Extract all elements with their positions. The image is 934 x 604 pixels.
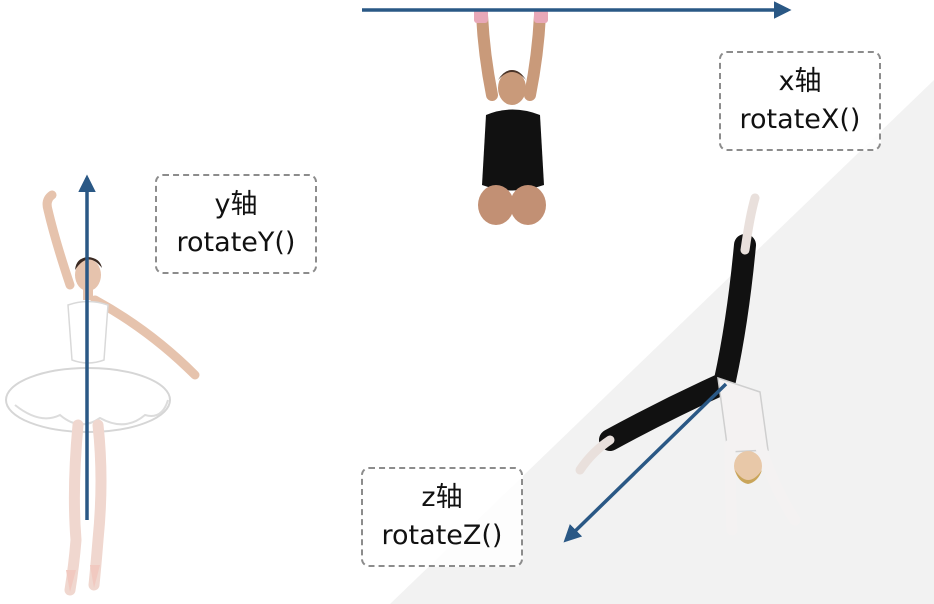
x-axis-label-box: x轴 rotateX(): [719, 51, 881, 151]
z-axis-label-box: z轴 rotateZ(): [361, 467, 523, 567]
rotate-x-method-label: rotateX(): [739, 104, 861, 135]
z-axis-label: z轴: [421, 482, 463, 513]
rotate-z-method-label: rotateZ(): [381, 520, 503, 551]
background-wedge: [390, 80, 934, 604]
gymnast-hanging-from-bar: [474, 9, 548, 225]
y-axis-label-box: y轴 rotateY(): [155, 174, 317, 274]
x-axis-label: x轴: [778, 66, 822, 97]
rotate-y-method-label: rotateY(): [176, 227, 296, 258]
z-axis-arrow: [563, 382, 728, 543]
gymnast-cartwheel: [575, 193, 801, 536]
y-axis-label: y轴: [214, 189, 258, 220]
